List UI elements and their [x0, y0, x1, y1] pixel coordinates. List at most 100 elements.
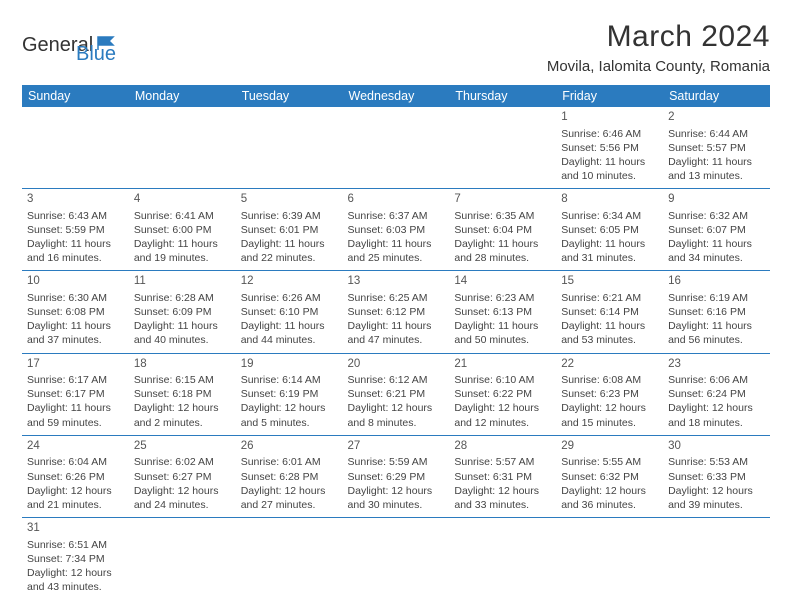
cell-line: Sunset: 6:14 PM — [561, 305, 658, 319]
day-number: 4 — [134, 192, 231, 208]
cell-line: and 53 minutes. — [561, 333, 658, 347]
calendar-row: 17Sunrise: 6:17 AMSunset: 6:17 PMDayligh… — [22, 353, 770, 435]
calendar-cell: 27Sunrise: 5:59 AMSunset: 6:29 PMDayligh… — [343, 435, 450, 517]
cell-line: Sunrise: 6:25 AM — [348, 291, 445, 305]
cell-line: Sunrise: 6:39 AM — [241, 209, 338, 223]
cell-line: and 37 minutes. — [27, 333, 124, 347]
cell-line: Sunset: 6:24 PM — [668, 387, 765, 401]
day-number: 25 — [134, 439, 231, 455]
day-number: 24 — [27, 439, 124, 455]
cell-line: Sunrise: 6:34 AM — [561, 209, 658, 223]
cell-line: Sunrise: 6:10 AM — [454, 373, 551, 387]
day-number: 21 — [454, 357, 551, 373]
cell-line: Sunset: 6:29 PM — [348, 470, 445, 484]
cell-line: Daylight: 12 hours — [561, 401, 658, 415]
cell-line: Daylight: 12 hours — [348, 484, 445, 498]
cell-line: Sunrise: 5:55 AM — [561, 455, 658, 469]
day-number: 2 — [668, 110, 765, 126]
cell-line: Sunrise: 6:32 AM — [668, 209, 765, 223]
day-number: 10 — [27, 274, 124, 290]
col-monday: Monday — [129, 85, 236, 107]
cell-line: Sunset: 6:04 PM — [454, 223, 551, 237]
cell-line: and 24 minutes. — [134, 498, 231, 512]
calendar-cell: 2Sunrise: 6:44 AMSunset: 5:57 PMDaylight… — [663, 107, 770, 189]
cell-line: and 25 minutes. — [348, 251, 445, 265]
day-number: 19 — [241, 357, 338, 373]
cell-line: and 56 minutes. — [668, 333, 765, 347]
calendar-cell — [129, 107, 236, 189]
day-number: 17 — [27, 357, 124, 373]
cell-line: Sunrise: 6:15 AM — [134, 373, 231, 387]
cell-line: Daylight: 11 hours — [454, 237, 551, 251]
calendar-cell: 4Sunrise: 6:41 AMSunset: 6:00 PMDaylight… — [129, 189, 236, 271]
day-number: 5 — [241, 192, 338, 208]
col-thursday: Thursday — [449, 85, 556, 107]
calendar-cell — [343, 107, 450, 189]
cell-line: and 33 minutes. — [454, 498, 551, 512]
calendar-cell — [449, 518, 556, 600]
cell-line: and 36 minutes. — [561, 498, 658, 512]
col-friday: Friday — [556, 85, 663, 107]
cell-line: and 5 minutes. — [241, 416, 338, 430]
day-number: 6 — [348, 192, 445, 208]
cell-line: and 18 minutes. — [668, 416, 765, 430]
calendar-cell: 29Sunrise: 5:55 AMSunset: 6:32 PMDayligh… — [556, 435, 663, 517]
cell-line: and 39 minutes. — [668, 498, 765, 512]
cell-line: and 34 minutes. — [668, 251, 765, 265]
calendar-cell: 26Sunrise: 6:01 AMSunset: 6:28 PMDayligh… — [236, 435, 343, 517]
calendar-cell: 22Sunrise: 6:08 AMSunset: 6:23 PMDayligh… — [556, 353, 663, 435]
cell-line: Daylight: 12 hours — [241, 401, 338, 415]
cell-line: Sunset: 5:57 PM — [668, 141, 765, 155]
location: Movila, Ialomita County, Romania — [547, 58, 770, 75]
cell-line: and 16 minutes. — [27, 251, 124, 265]
cell-line: Sunset: 6:32 PM — [561, 470, 658, 484]
cell-line: and 31 minutes. — [561, 251, 658, 265]
calendar-cell: 31Sunrise: 6:51 AMSunset: 7:34 PMDayligh… — [22, 518, 129, 600]
calendar-cell: 28Sunrise: 5:57 AMSunset: 6:31 PMDayligh… — [449, 435, 556, 517]
logo-text-blue: Blue — [76, 43, 116, 66]
cell-line: and 40 minutes. — [134, 333, 231, 347]
cell-line: and 8 minutes. — [348, 416, 445, 430]
col-saturday: Saturday — [663, 85, 770, 107]
calendar-cell — [236, 107, 343, 189]
cell-line: Sunset: 6:09 PM — [134, 305, 231, 319]
cell-line: Daylight: 12 hours — [561, 484, 658, 498]
calendar-cell — [556, 518, 663, 600]
calendar-cell: 18Sunrise: 6:15 AMSunset: 6:18 PMDayligh… — [129, 353, 236, 435]
day-number: 29 — [561, 439, 658, 455]
calendar-cell: 10Sunrise: 6:30 AMSunset: 6:08 PMDayligh… — [22, 271, 129, 353]
calendar-cell: 1Sunrise: 6:46 AMSunset: 5:56 PMDaylight… — [556, 107, 663, 189]
cell-line: and 27 minutes. — [241, 498, 338, 512]
cell-line: and 30 minutes. — [348, 498, 445, 512]
calendar-cell: 8Sunrise: 6:34 AMSunset: 6:05 PMDaylight… — [556, 189, 663, 271]
calendar-cell — [129, 518, 236, 600]
day-number: 15 — [561, 274, 658, 290]
col-tuesday: Tuesday — [236, 85, 343, 107]
cell-line: Sunrise: 6:35 AM — [454, 209, 551, 223]
day-number: 30 — [668, 439, 765, 455]
cell-line: and 21 minutes. — [27, 498, 124, 512]
cell-line: Sunset: 6:18 PM — [134, 387, 231, 401]
cell-line: Daylight: 11 hours — [668, 155, 765, 169]
cell-line: and 12 minutes. — [454, 416, 551, 430]
cell-line: and 43 minutes. — [27, 580, 124, 594]
cell-line: and 44 minutes. — [241, 333, 338, 347]
cell-line: Sunrise: 6:30 AM — [27, 291, 124, 305]
cell-line: Daylight: 12 hours — [454, 401, 551, 415]
calendar-cell — [663, 518, 770, 600]
cell-line: Sunset: 6:10 PM — [241, 305, 338, 319]
cell-line: Daylight: 11 hours — [27, 401, 124, 415]
calendar-cell: 25Sunrise: 6:02 AMSunset: 6:27 PMDayligh… — [129, 435, 236, 517]
day-number: 28 — [454, 439, 551, 455]
calendar-cell — [22, 107, 129, 189]
day-number: 20 — [348, 357, 445, 373]
cell-line: Sunset: 5:59 PM — [27, 223, 124, 237]
cell-line: Daylight: 12 hours — [454, 484, 551, 498]
cell-line: Sunrise: 6:28 AM — [134, 291, 231, 305]
calendar-cell: 14Sunrise: 6:23 AMSunset: 6:13 PMDayligh… — [449, 271, 556, 353]
cell-line: and 28 minutes. — [454, 251, 551, 265]
cell-line: Sunrise: 6:43 AM — [27, 209, 124, 223]
cell-line: Sunset: 6:03 PM — [348, 223, 445, 237]
header: General March 2024 Movila, Ialomita Coun… — [22, 20, 770, 75]
calendar-cell: 12Sunrise: 6:26 AMSunset: 6:10 PMDayligh… — [236, 271, 343, 353]
